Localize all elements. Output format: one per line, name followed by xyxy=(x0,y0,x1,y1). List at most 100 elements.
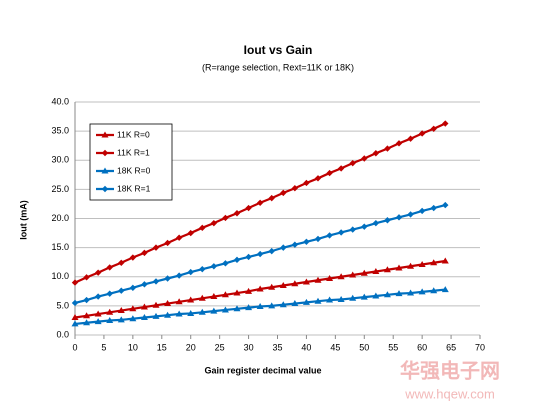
point xyxy=(407,289,415,296)
point xyxy=(268,283,276,290)
point xyxy=(245,253,252,261)
point xyxy=(175,234,183,241)
point xyxy=(94,269,102,276)
point xyxy=(152,244,160,251)
point xyxy=(187,309,195,316)
point xyxy=(94,310,102,317)
point xyxy=(129,254,137,261)
point xyxy=(233,289,241,296)
y-tick-label: 0.0 xyxy=(56,329,69,339)
point xyxy=(71,279,79,286)
x-tick-label: 40 xyxy=(301,342,311,352)
point xyxy=(395,140,403,147)
point xyxy=(199,224,206,232)
point xyxy=(222,260,229,267)
point xyxy=(337,165,345,172)
point xyxy=(314,297,322,304)
point xyxy=(233,210,241,217)
point xyxy=(187,296,195,303)
point xyxy=(337,229,345,236)
point xyxy=(129,284,137,292)
point xyxy=(83,274,90,281)
point xyxy=(337,273,345,280)
point xyxy=(175,298,183,305)
point xyxy=(129,305,137,312)
point xyxy=(337,295,345,302)
point xyxy=(326,296,334,303)
point xyxy=(221,306,229,313)
point xyxy=(106,316,114,323)
point xyxy=(118,287,125,294)
point xyxy=(349,294,357,301)
legend-label: 11K R=0 xyxy=(117,129,150,139)
point xyxy=(101,185,109,193)
y-tick-label: 40.0 xyxy=(51,96,69,106)
point xyxy=(441,257,449,264)
point xyxy=(71,314,79,321)
point xyxy=(268,194,275,202)
point xyxy=(83,319,91,326)
point xyxy=(361,155,368,162)
x-tick-label: 0 xyxy=(72,342,77,352)
x-tick-label: 25 xyxy=(215,342,225,352)
point xyxy=(71,299,79,307)
point xyxy=(384,217,391,224)
point xyxy=(164,275,171,282)
x-tick-label: 70 xyxy=(475,342,485,352)
point xyxy=(256,250,264,258)
point xyxy=(349,159,356,167)
x-tick-label: 20 xyxy=(186,342,196,352)
point xyxy=(71,320,79,327)
point xyxy=(291,280,299,287)
point xyxy=(430,259,438,266)
x-tick-label: 10 xyxy=(128,342,138,352)
point xyxy=(384,145,391,152)
point xyxy=(360,293,368,300)
point xyxy=(198,308,206,315)
point xyxy=(118,259,125,266)
point xyxy=(210,219,218,227)
x-tick-label: 55 xyxy=(388,342,398,352)
x-tick-label: 35 xyxy=(272,342,282,352)
point xyxy=(279,281,287,288)
point xyxy=(106,308,114,315)
y-tick-label: 15.0 xyxy=(51,242,69,252)
x-tick-label: 45 xyxy=(330,342,340,352)
point xyxy=(233,256,241,264)
point xyxy=(210,307,218,314)
point xyxy=(140,303,148,310)
point xyxy=(152,278,160,285)
point xyxy=(360,269,368,276)
point xyxy=(372,219,380,227)
point xyxy=(152,312,160,319)
point xyxy=(256,199,264,206)
point xyxy=(372,150,380,157)
point xyxy=(101,167,109,174)
point xyxy=(430,204,437,212)
watermark-url: www.hqew.com xyxy=(404,386,495,401)
point xyxy=(418,130,426,137)
point xyxy=(441,286,449,293)
point xyxy=(152,301,160,308)
point xyxy=(141,249,148,257)
point xyxy=(106,290,113,297)
point xyxy=(222,214,229,222)
legend-label: 18K R=1 xyxy=(117,183,151,193)
point xyxy=(302,298,310,305)
chart-subtitle: (R=range selection, Rext=11K or 18K) xyxy=(202,62,354,72)
point xyxy=(314,235,322,243)
x-axis-label: Gain register decimal value xyxy=(204,365,321,375)
point xyxy=(326,232,333,239)
point xyxy=(164,239,171,247)
point xyxy=(245,287,253,294)
point xyxy=(407,211,414,218)
x-tick-label: 50 xyxy=(359,342,369,352)
point xyxy=(349,271,357,278)
x-tick-label: 30 xyxy=(244,342,254,352)
y-tick-label: 25.0 xyxy=(51,184,69,194)
point xyxy=(268,247,275,255)
point xyxy=(314,175,322,182)
point xyxy=(221,291,229,298)
point xyxy=(268,302,276,309)
